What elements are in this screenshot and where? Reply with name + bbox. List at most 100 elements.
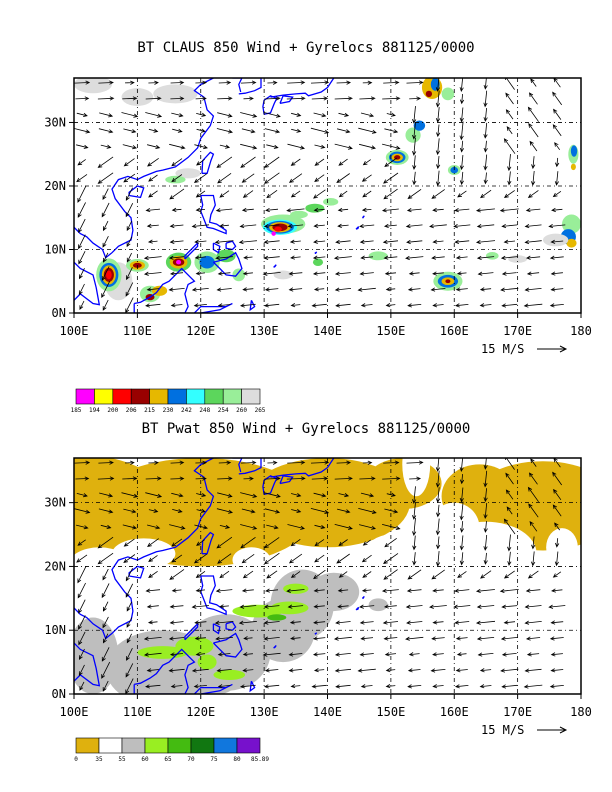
wind-vector: [505, 472, 514, 485]
wind-vector: [457, 190, 467, 198]
shaded-contour: [308, 572, 360, 612]
wind-vector: [288, 287, 303, 292]
wind-vector: [288, 553, 303, 564]
wind-vector: [171, 554, 183, 563]
colorbar-swatch: [149, 388, 169, 405]
wind-vector: [552, 91, 563, 106]
shaded-contour: [270, 601, 309, 615]
colorbar-label: 55: [118, 756, 126, 763]
coastline: [238, 78, 262, 95]
wind-vector: [507, 551, 512, 567]
wind-vector: [126, 236, 133, 248]
wind-vector: [263, 255, 280, 260]
wind-vector: [551, 588, 563, 593]
wind-vector: [501, 303, 518, 308]
wind-vector: [171, 112, 184, 118]
reference-vector-arrow: [537, 345, 568, 353]
wind-vector: [240, 492, 258, 498]
wind-vector: [550, 287, 564, 292]
wind-vector: [385, 303, 396, 308]
wind-vector: [147, 157, 159, 167]
wind-vector: [287, 604, 304, 609]
wind-vector: [432, 271, 444, 276]
wind-vector: [266, 189, 278, 199]
wind-vector: [217, 684, 231, 689]
wind-vector: [506, 126, 513, 135]
wind-vector: [214, 239, 234, 245]
wind-vector: [507, 171, 512, 186]
wind-vector: [360, 255, 374, 260]
shaded-contour: [106, 270, 112, 280]
colorbar-swatch: [130, 388, 150, 405]
wind-vector: [336, 460, 352, 465]
wind-vector: [412, 171, 417, 186]
wind-vector: [336, 173, 350, 184]
wind-vector: [338, 492, 350, 498]
wind-vector: [360, 112, 375, 118]
wind-vector: [554, 142, 561, 151]
wind-vector: [243, 255, 253, 260]
wind-vector: [358, 508, 377, 514]
wind-vector: [147, 620, 158, 625]
wind-vector: [435, 138, 441, 156]
wind-vector: [435, 458, 441, 472]
wind-vector: [122, 524, 137, 530]
wind-vector: [430, 668, 446, 673]
wind-vector: [291, 112, 302, 117]
wind-vector: [125, 663, 134, 678]
wind-vector: [453, 224, 471, 229]
wind-vector: [77, 539, 86, 546]
shaded-contour: [312, 258, 324, 266]
wind-vector: [74, 460, 91, 465]
colorbar-label: 70: [187, 756, 195, 763]
wind-vector: [78, 283, 85, 296]
wind-vector: [196, 158, 205, 166]
wind-vector: [148, 174, 158, 182]
coastline: [279, 95, 294, 105]
shaded-contour: [153, 84, 198, 104]
colorbar-label: 75: [210, 756, 218, 763]
wind-vector: [264, 156, 280, 168]
shaded-contour: [368, 598, 388, 612]
wind-vector: [312, 652, 326, 657]
wind-vector: [310, 127, 330, 134]
shaded-contour: [570, 163, 576, 171]
coastline: [238, 458, 262, 475]
colorbar-swatch: [167, 737, 192, 754]
coastline: [314, 251, 318, 254]
wind-vector: [359, 239, 374, 244]
colorbar-label: 242: [181, 407, 192, 414]
coastline: [361, 595, 365, 599]
wind-vector: [337, 508, 351, 514]
wind-vector: [384, 508, 399, 514]
wind-vector: [483, 140, 488, 153]
wind-vector: [459, 171, 464, 186]
wind-vector: [523, 684, 543, 689]
wind-vector: [359, 271, 374, 276]
coastline: [212, 623, 221, 635]
wind-vector: [383, 604, 397, 609]
wind-vector: [148, 508, 159, 513]
wind-vector: [266, 570, 278, 579]
wind-vector: [126, 617, 133, 628]
coastline: [128, 185, 145, 199]
wind-vector: [267, 460, 278, 465]
wind-vector: [530, 458, 537, 467]
wind-vector: [359, 476, 376, 481]
wind-vector: [432, 588, 444, 593]
y-tick-label: 30N: [44, 496, 66, 510]
wind-vector: [483, 172, 488, 185]
wind-vector: [101, 661, 111, 679]
wind-vector: [454, 684, 469, 689]
map-plot-area: [74, 458, 581, 694]
chart-title-top: BT CLAUS 850 Wind + Gyrelocs 881125/0000: [137, 40, 475, 56]
wind-vector: [169, 524, 186, 530]
shaded-contour: [485, 252, 499, 260]
wind-vector: [143, 636, 162, 641]
shaded-contour: [232, 547, 271, 573]
wind-vector: [313, 620, 326, 625]
wind-vector: [145, 96, 162, 101]
wind-vector: [549, 636, 564, 641]
wind-vector: [432, 652, 444, 657]
wind-vector: [383, 255, 398, 260]
